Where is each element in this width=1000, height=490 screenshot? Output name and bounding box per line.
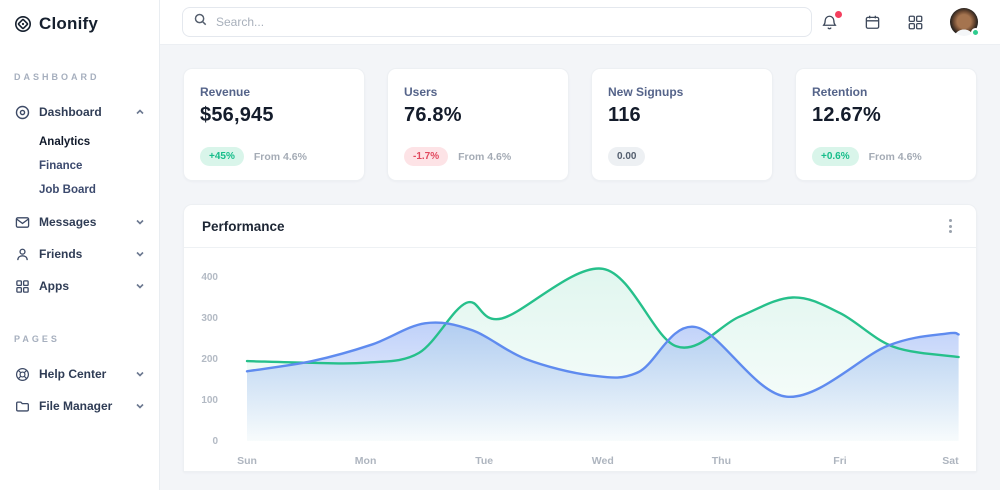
stat-label: Revenue <box>200 85 251 99</box>
stat-label: Retention <box>812 85 868 99</box>
sidebar-item-dashboard[interactable]: Dashboard <box>0 96 159 128</box>
sidebar-item-messages[interactable]: Messages <box>0 206 159 238</box>
person-icon <box>14 246 30 262</box>
area-chart-canvas: 0 100 200 300 400 Sun Mon Tue Wed Thu Fri Sat <box>201 267 960 467</box>
y-axis-tick: 400 <box>201 272 218 283</box>
x-axis-label: Sun <box>237 455 257 467</box>
chevron-up-icon[interactable] <box>135 107 145 117</box>
stat-note: From 4.6% <box>458 150 512 163</box>
stat-card-new-signups[interactable]: New Signups 116 0.00 <box>591 68 773 181</box>
chevron-down-icon[interactable] <box>135 369 145 379</box>
logo-icon <box>14 15 32 33</box>
sidebar-item-label: Apps <box>39 279 69 293</box>
sidebar-item-label: Friends <box>39 247 83 261</box>
series-green-line <box>245 267 960 365</box>
bell-icon[interactable] <box>821 10 842 31</box>
stat-label: Users <box>404 85 438 99</box>
x-axis-label: Tue <box>475 455 493 467</box>
chevron-down-icon[interactable] <box>135 249 145 259</box>
sidebar-subitem-finance[interactable]: Finance <box>39 160 83 172</box>
stat-value: 76.8% <box>404 104 462 126</box>
sidebar-item-label: Help Center <box>39 367 107 381</box>
x-axis-label: Fri <box>833 455 847 467</box>
series-blue-area <box>247 322 959 441</box>
app-name: Clonify <box>39 14 99 33</box>
chevron-down-icon[interactable] <box>135 217 145 227</box>
search-input[interactable] <box>216 15 800 29</box>
chevron-down-icon[interactable] <box>135 401 145 411</box>
stat-value: 116 <box>608 104 641 126</box>
y-axis-tick: 300 <box>201 313 218 324</box>
stats-row: Revenue $56,945 +45% From 4.6% Users 76.… <box>183 68 977 181</box>
folder-icon <box>14 398 30 414</box>
grid-icon <box>14 278 30 294</box>
stat-card-retention[interactable]: Retention 12.67% +0.6% From 4.6% <box>795 68 977 181</box>
avatar[interactable] <box>950 8 980 37</box>
stat-label: New Signups <box>608 85 684 99</box>
stat-note: From 4.6% <box>253 150 307 163</box>
stat-card-revenue[interactable]: Revenue $56,945 +45% From 4.6% <box>183 68 365 181</box>
lifebuoy-icon <box>14 366 30 382</box>
disc-icon <box>14 104 30 120</box>
performance-chart: 0 100 200 300 400 Sun Mon Tue Wed Thu Fri Sat <box>184 248 976 476</box>
sidebar-item-label: File Manager <box>39 399 113 413</box>
calendar-icon[interactable] <box>864 14 881 31</box>
stat-value: $56,945 <box>200 104 274 126</box>
series-blue-line <box>245 321 960 398</box>
x-axis-label: Sat <box>942 455 959 467</box>
trend-badge: -1.7% <box>404 147 449 166</box>
apps-grid-icon[interactable] <box>907 14 924 31</box>
trend-badge: +45% <box>200 147 244 166</box>
main-content: Revenue $56,945 +45% From 4.6% Users 76.… <box>160 45 1000 490</box>
sidebar-item-friends[interactable]: Friends <box>0 238 159 270</box>
stat-card-users[interactable]: Users 76.8% -1.7% From 4.6% <box>387 68 569 181</box>
stat-note: From 4.6% <box>868 150 922 163</box>
sidebar: Clonify DASHBOARD Dashboard Analytics Fi… <box>0 0 160 490</box>
y-axis-tick: 0 <box>212 436 218 447</box>
sidebar-item-apps[interactable]: Apps <box>0 270 159 302</box>
sidebar-section-dashboard: DASHBOARD <box>14 72 100 82</box>
trend-badge: +0.6% <box>812 147 859 166</box>
envelope-icon <box>14 214 30 230</box>
sidebar-subitem-job-board[interactable]: Job Board <box>39 184 96 196</box>
notification-dot <box>835 10 842 18</box>
kebab-menu-icon[interactable] <box>943 217 958 235</box>
y-axis-tick: 100 <box>201 395 218 406</box>
trend-badge: 0.00 <box>608 147 646 166</box>
chevron-down-icon[interactable] <box>135 281 145 291</box>
topbar <box>160 0 1000 45</box>
x-axis-label: Thu <box>712 455 731 467</box>
sidebar-item-file-manager[interactable]: File Manager <box>0 390 159 422</box>
x-axis-label: Mon <box>355 455 377 467</box>
sidebar-item-label: Messages <box>39 215 97 229</box>
search-icon <box>194 13 207 31</box>
sidebar-subitem-analytics[interactable]: Analytics <box>39 136 91 148</box>
sidebar-item-label: Dashboard <box>39 105 102 119</box>
search-box[interactable] <box>182 7 812 37</box>
performance-card: Performance 0 100 200 300 400 Sun Mon Tue Wed Thu… <box>183 204 977 472</box>
sidebar-section-pages: PAGES <box>14 334 60 344</box>
x-axis-label: Wed <box>592 455 614 467</box>
sidebar-item-help-center[interactable]: Help Center <box>0 358 159 390</box>
stat-value: 12.67% <box>812 104 882 126</box>
chart-title: Performance <box>202 218 285 234</box>
online-status-dot <box>971 28 980 37</box>
app-logo[interactable]: Clonify <box>0 0 159 34</box>
y-axis-tick: 200 <box>201 354 218 365</box>
